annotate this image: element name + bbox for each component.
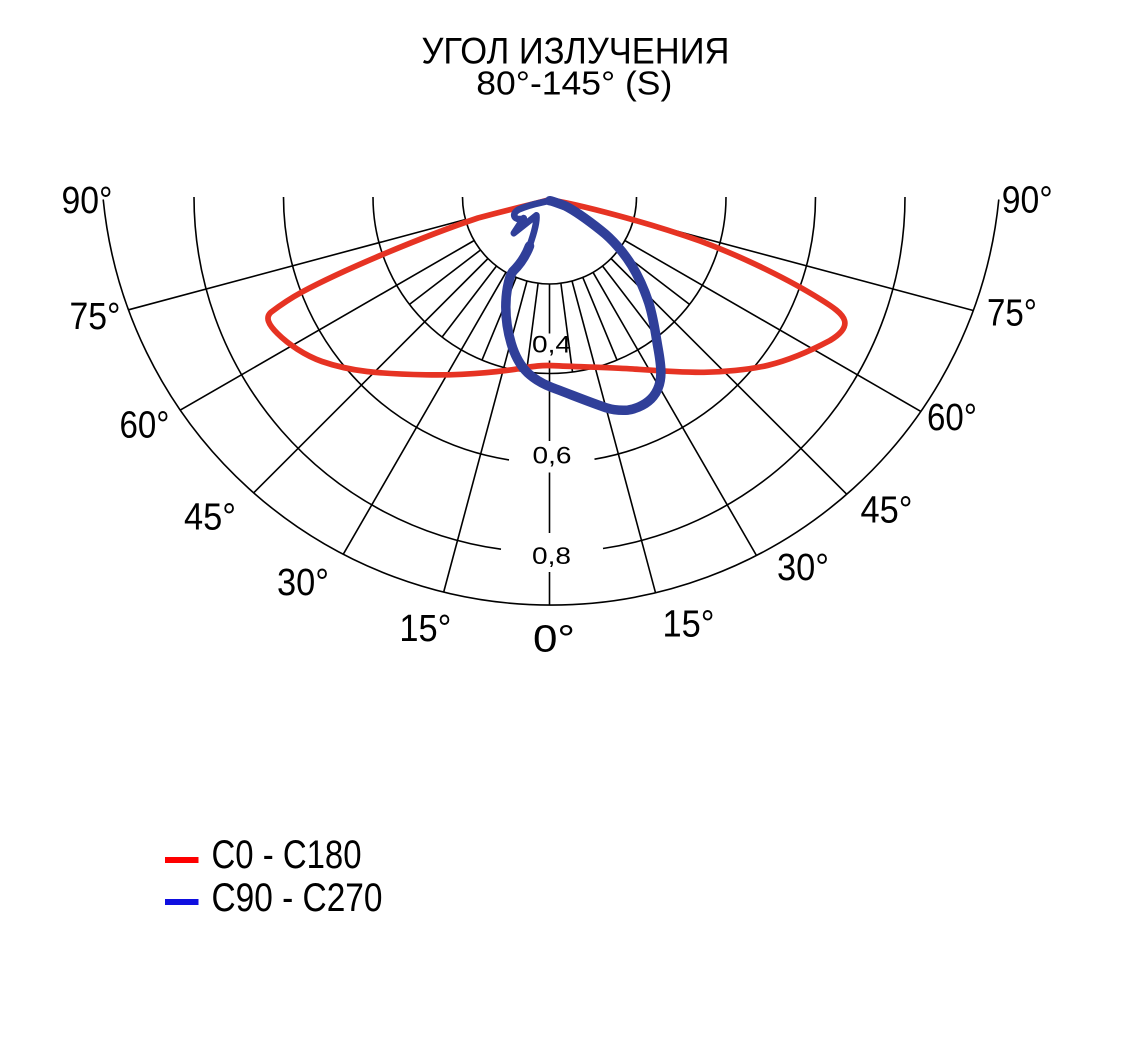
- svg-text:60°: 60°: [120, 404, 170, 447]
- svg-text:0,4: 0,4: [532, 332, 571, 359]
- svg-text:60°: 60°: [927, 396, 977, 439]
- svg-text:75°: 75°: [70, 295, 121, 338]
- svg-text:C90 - C270: C90 - C270: [212, 876, 383, 920]
- svg-text:30°: 30°: [777, 546, 829, 589]
- svg-text:C0 - C180: C0 - C180: [212, 833, 362, 877]
- svg-text:45°: 45°: [861, 489, 913, 532]
- svg-text:45°: 45°: [184, 496, 236, 539]
- svg-text:0,8: 0,8: [532, 543, 571, 570]
- svg-text:80°-145° (S): 80°-145° (S): [476, 66, 672, 103]
- svg-text:90°: 90°: [1002, 179, 1053, 222]
- svg-text:30°: 30°: [277, 561, 329, 604]
- svg-text:0°: 0°: [533, 618, 575, 661]
- svg-text:15°: 15°: [663, 603, 715, 646]
- svg-text:15°: 15°: [399, 607, 451, 650]
- svg-text:90°: 90°: [62, 179, 113, 222]
- svg-text:75°: 75°: [987, 292, 1037, 335]
- svg-text:УГОЛ ИЗЛУЧЕНИЯ: УГОЛ ИЗЛУЧЕНИЯ: [422, 30, 730, 72]
- svg-text:0,6: 0,6: [533, 443, 572, 470]
